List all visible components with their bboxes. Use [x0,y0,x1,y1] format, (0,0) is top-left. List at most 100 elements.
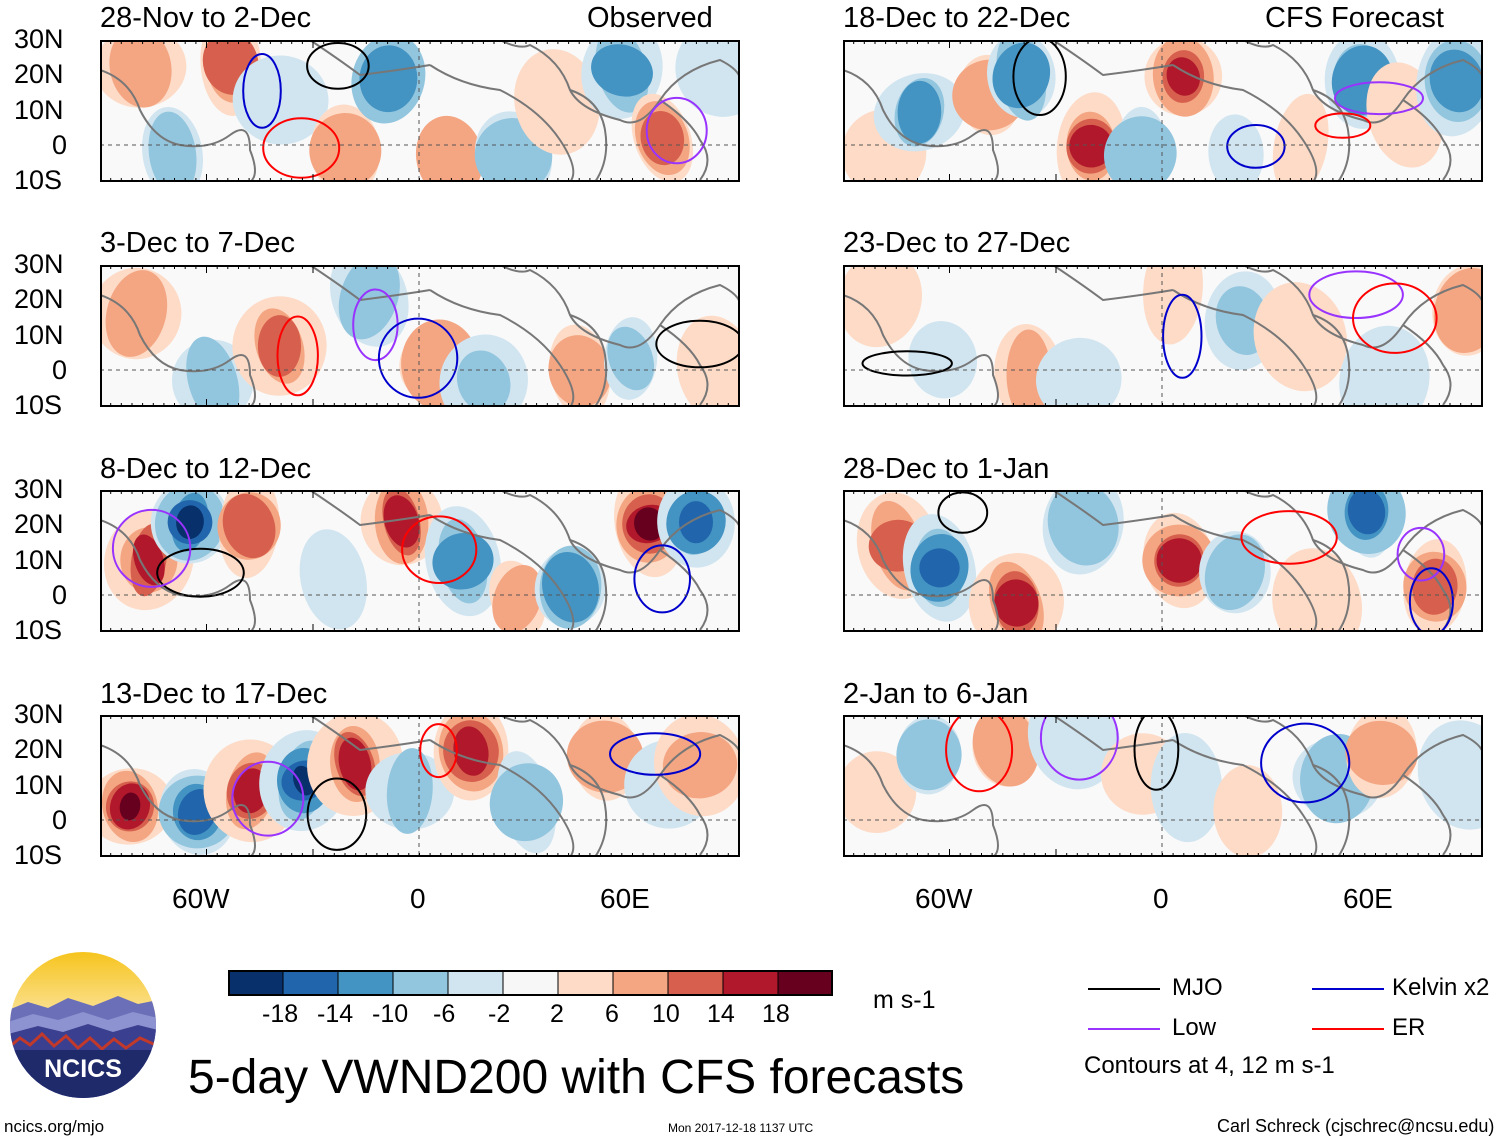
logo-text: NCICS [44,1055,122,1083]
map-panel [843,265,1483,407]
forecast-header: CFS Forecast [1265,2,1444,34]
lat-label: 30N [14,24,64,54]
wave-contour [608,732,702,776]
legend-note: Contours at 4, 12 m s-1 [1084,1052,1335,1079]
positive-anomaly [843,751,917,833]
legend-line-er [1312,1028,1384,1030]
positive-anomaly [972,715,1039,787]
wave-contour [377,317,459,399]
coastline [309,715,431,752]
footer-link[interactable]: ncics.org/mjo [4,1117,105,1136]
positive-anomaly [1213,765,1283,857]
wave-contour [306,42,370,90]
coastline [429,64,575,182]
negative-anomaly [908,321,978,399]
coastline [1402,774,1452,856]
map-panel [100,715,740,857]
coastline [1402,99,1452,181]
wave-contour [1260,722,1351,804]
lat-label: 30N [14,699,64,729]
legend-label: ER [1392,1014,1426,1041]
coastline [1052,715,1174,752]
coastline [1172,739,1318,857]
coastline [1312,314,1351,407]
map-panel [100,490,740,632]
positive-anomaly [640,111,685,166]
wave-contour [1334,81,1424,116]
observed-header: Observed [587,2,713,34]
coastline [659,324,709,406]
lat-label: 0 [52,580,68,610]
negative-anomaly [542,551,599,623]
wave-contour [306,777,368,851]
wave-contour [1133,715,1180,791]
wave-contour [1226,124,1286,169]
coastline [499,490,740,574]
coastline [429,289,575,407]
ncics-logo: NCICS [10,952,156,1098]
negative-anomaly [176,505,204,540]
negative-anomaly [432,532,494,590]
colorbar-cell [722,970,780,996]
negative-anomaly [1047,490,1119,566]
lat-label: 10S [14,615,63,645]
lat-label: 20N [14,509,64,539]
positive-anomaly [105,270,168,357]
coastline [1242,265,1483,349]
wave-contour [861,350,953,377]
footer-timestamp: Mon 2017-12-18 1137 UTC [668,1121,814,1135]
negative-anomaly [1208,114,1264,182]
negative-anomaly [359,45,418,113]
colorbar-tick: -10 [372,1000,409,1028]
colorbar-tick: -14 [317,1000,354,1028]
coastline [1052,490,1174,527]
lon-label: 60W [915,883,973,914]
negative-anomaly [456,350,511,407]
negative-anomaly [186,336,240,407]
positive-anomaly [1253,282,1347,392]
wave-contour [419,723,458,779]
colorbar-tick: 6 [605,1000,619,1028]
wave-contour [937,491,989,534]
lat-label: 30N [14,474,64,504]
positive-anomaly [1345,720,1418,785]
coastline [1242,715,1483,799]
negative-anomaly [148,111,197,182]
negative-anomaly [386,748,433,834]
coastline [1312,89,1351,182]
wave-contour [645,96,708,165]
positive-anomaly [109,40,172,108]
colorbar-cell [282,970,340,996]
wave-contour [262,117,341,179]
wave-contour [276,315,319,397]
colorbar-tick: -18 [262,1000,299,1028]
wave-contour [633,544,692,614]
wave-contour [111,508,192,588]
negative-anomaly [1027,715,1120,790]
wave-contour [1352,282,1438,354]
negative-anomaly [1036,337,1122,407]
map-panel [843,40,1483,182]
negative-anomaly [299,529,367,630]
colorbar-tick: 10 [652,1000,680,1028]
positive-anomaly [383,495,420,548]
coastline [309,490,431,527]
positive-anomaly [338,737,372,791]
coastline [1242,40,1483,124]
panel-title: 23-Dec to 27-Dec [843,227,1071,259]
lat-label: 10N [14,320,64,350]
wave-contour [1162,293,1203,379]
panel-title: 13-Dec to 17-Dec [100,678,328,710]
positive-anomaly [257,315,302,377]
negative-anomaly [489,763,564,842]
coastline [1172,64,1318,182]
panel-title: 28-Nov to 2-Dec [100,2,312,34]
negative-anomaly [591,44,653,97]
wave-contour [401,515,478,584]
negative-anomaly [992,42,1051,109]
positive-anomaly [548,335,612,407]
coastline [659,774,709,856]
positive-anomaly [662,732,738,799]
colorbar [228,970,833,996]
colorbar-tick: 14 [707,1000,735,1028]
